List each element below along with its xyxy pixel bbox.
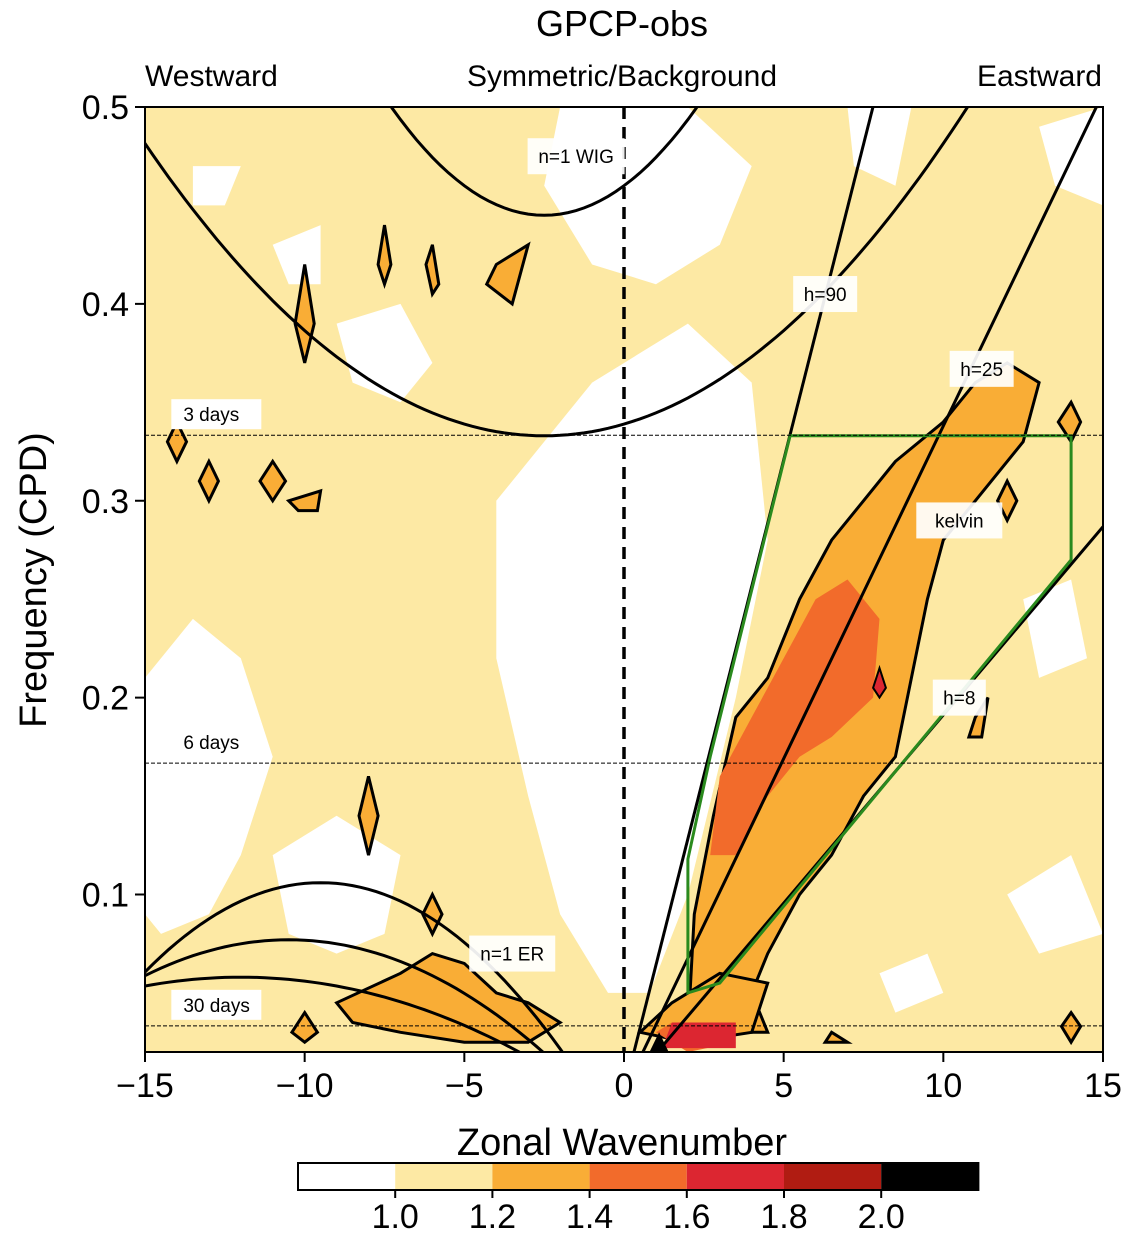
x-tick-label: −10: [276, 1067, 334, 1105]
region-below-1-0: [192, 166, 241, 206]
x-tick-label: −5: [445, 1067, 484, 1105]
colorbar-tick-label: 1.2: [469, 1198, 516, 1236]
colorbar-frame: [297, 1162, 980, 1191]
er-n1-curve-middle: [145, 938, 546, 1052]
y-tick-label: 0.5: [82, 89, 129, 127]
wave-label-box: [527, 138, 625, 175]
colorbar-tick-label: 2.0: [858, 1198, 905, 1236]
subtitle-left: Westward: [145, 60, 278, 93]
region-1-2-to-1-4: [357, 776, 380, 856]
subtitle-center: Symmetric/Background: [467, 60, 777, 93]
colorbar-tick-label: 1.6: [663, 1198, 710, 1236]
region-above-2-0: [649, 1032, 669, 1052]
region-1-2-to-1-4: [376, 224, 393, 290]
y-tick-label: 0.2: [82, 680, 129, 718]
wave-labels: 3 days 6 days 30 days n=1 WIG h=90 h=25 kelvin…: [171, 138, 1014, 1020]
wave-label-box: [949, 350, 1014, 387]
wave-label-box: [932, 679, 986, 716]
colorbar-segment: [395, 1163, 493, 1190]
region-1-2-to-1-4: [484, 241, 531, 307]
y-axis: 0.1 0.2 0.3 0.4 0.5: [82, 89, 145, 915]
colorbar: 1.0 1.2 1.4 1.6 1.8 2.0: [297, 1162, 980, 1236]
colorbar-segment: [686, 1163, 784, 1190]
wave-label: n=1 ER: [480, 945, 544, 966]
wave-label: h=90: [804, 285, 847, 306]
period-label: 6 days: [183, 733, 239, 754]
period-label-box: [171, 727, 262, 758]
x-tick-label: 5: [774, 1067, 793, 1105]
x-tick-label: 0: [615, 1067, 634, 1105]
wave-label: n=1 WIG: [538, 147, 614, 168]
region-below-1-0: [879, 953, 944, 1013]
er-n1-curve-outer: [145, 881, 565, 1052]
x-axis: −15 −10 −5 0 5 10 15: [116, 1052, 1122, 1105]
colorbar-tick-label: 1.0: [372, 1198, 419, 1236]
region-1-6-to-1-8: [662, 1022, 736, 1049]
chart-title: GPCP-obs: [536, 3, 708, 44]
colorbar-tick-label: 1.8: [760, 1198, 807, 1236]
region-1-6-to-1-8: [872, 664, 887, 700]
wave-label: kelvin: [935, 511, 984, 532]
region-1-2-to-1-4: [1059, 1009, 1083, 1046]
region-1-2-to-1-4: [995, 477, 1019, 524]
wave-label-box: [793, 276, 858, 313]
region-1-2-to-1-4: [197, 457, 221, 505]
colorbar-tick-label: 1.4: [566, 1198, 613, 1236]
wave-label-box: [469, 935, 556, 972]
colorbar-segment: [589, 1163, 687, 1190]
period-label: 30 days: [183, 996, 250, 1017]
kelvin-filter-box: [686, 434, 1073, 995]
region-below-1-0: [1007, 855, 1103, 954]
region-1-2-to-1-4: [285, 488, 323, 513]
wave-label: h=8: [943, 689, 975, 710]
region-below-1-0: [496, 323, 768, 993]
period-label: 3 days: [183, 405, 239, 426]
region-1-2-to-1-4: [258, 458, 288, 504]
kelvin-dispersion-curve: [641, 107, 1099, 1052]
y-axis-label: Frequency (CPD): [13, 432, 55, 728]
region-1-2-to-1-4: [822, 1030, 853, 1044]
region-1-2-to-1-4: [424, 244, 441, 298]
x-axis-label: Zonal Wavenumber: [457, 1122, 788, 1164]
er-n1-curve-inner: [145, 975, 523, 1052]
dispersion-curves: [145, 107, 1103, 1052]
region-below-1-0: [1039, 107, 1103, 206]
region-below-1-0: [272, 225, 321, 285]
y-tick-label: 0.1: [82, 877, 129, 915]
x-tick-label: 10: [924, 1067, 962, 1105]
region-below-1-0: [145, 618, 273, 934]
wave-label: h=25: [960, 360, 1003, 381]
wig-n1-curve-outer: [389, 107, 699, 217]
period-label-box: [171, 989, 262, 1020]
x-tick-label: 15: [1084, 1067, 1122, 1105]
colorbar-segment: [298, 1163, 396, 1190]
period-label-box: [171, 399, 262, 430]
y-tick-label: 0.3: [82, 483, 129, 521]
region-1-2-to-1-4: [421, 891, 444, 938]
colorbar-segment: [492, 1163, 590, 1190]
wig-n1-curve-inner: [145, 107, 970, 438]
x-tick-label: −15: [116, 1067, 174, 1105]
region-below-1-0: [847, 107, 912, 186]
kelvin-dispersion-curve: [632, 107, 875, 1052]
y-tick-label: 0.4: [82, 286, 129, 324]
region-below-1-0: [336, 303, 433, 403]
colorbar-segment: [881, 1163, 979, 1190]
wave-label-box: [916, 502, 1003, 539]
colorbar-segment: [784, 1163, 882, 1190]
subtitle-right: Eastward: [977, 60, 1102, 93]
region-1-2-to-1-4: [293, 264, 316, 364]
period-lines: [145, 434, 1103, 1027]
